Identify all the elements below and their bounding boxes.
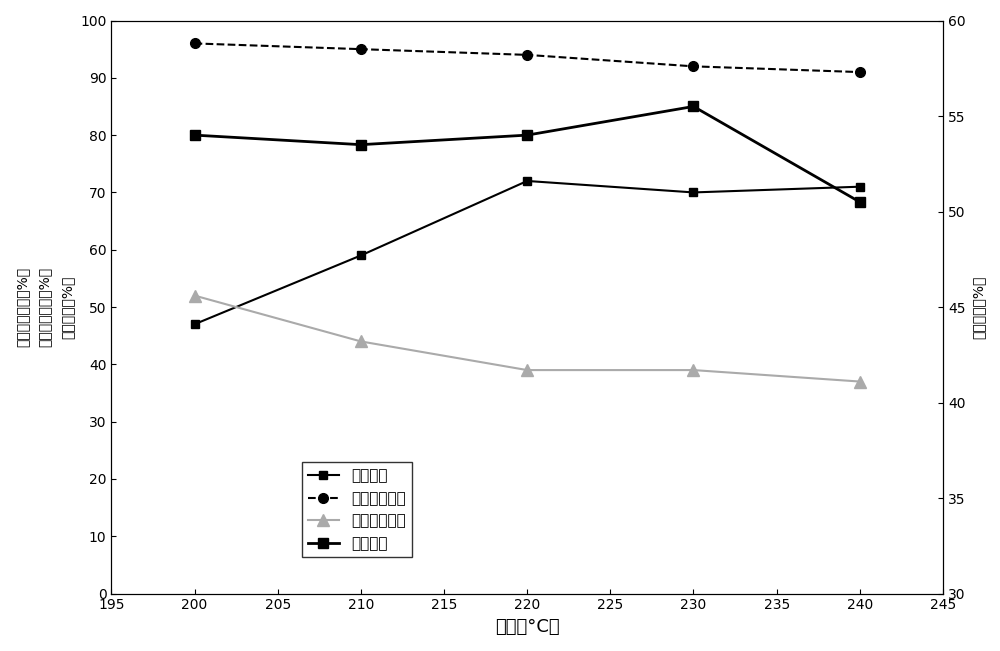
预处理量 [355, 251, 367, 259]
Line: 预处理量: 预处理量 [190, 177, 864, 328]
木质素保留率 [687, 366, 699, 374]
纤维素保留率 [521, 51, 533, 59]
纤维素保留率 [189, 40, 201, 48]
Line: 酶解效率: 酶解效率 [190, 102, 865, 207]
酶解效率 [854, 198, 866, 206]
预处理量 [521, 177, 533, 185]
纤维素保留率 [854, 68, 866, 76]
Line: 纤维素保留率: 纤维素保留率 [190, 38, 865, 77]
木质素保留率 [521, 366, 533, 374]
酶解效率 [189, 132, 201, 139]
木质素保留率 [355, 337, 367, 345]
纤维素保留率 [355, 46, 367, 53]
酶解效率 [687, 103, 699, 111]
Y-axis label: 酶解效率（%）: 酶解效率（%） [971, 275, 985, 339]
Line: 木质素保留率: 木质素保留率 [189, 290, 865, 387]
木质素保留率 [189, 292, 201, 299]
酶解效率 [521, 132, 533, 139]
酶解效率 [355, 141, 367, 148]
X-axis label: 温度（°C）: 温度（°C） [495, 618, 559, 636]
预处理量 [687, 189, 699, 197]
预处理量 [189, 320, 201, 328]
Legend: 预处理量, 纤维素保留率, 木质素保留率, 酶解效率: 预处理量, 纤维素保留率, 木质素保留率, 酶解效率 [302, 462, 412, 557]
Y-axis label: 纤维素保留率（%）
木质素保留率（%）
预处理量（%）: 纤维素保留率（%） 木质素保留率（%） 预处理量（%） [15, 267, 75, 347]
预处理量 [854, 183, 866, 191]
木质素保留率 [854, 378, 866, 385]
纤维素保留率 [687, 62, 699, 70]
